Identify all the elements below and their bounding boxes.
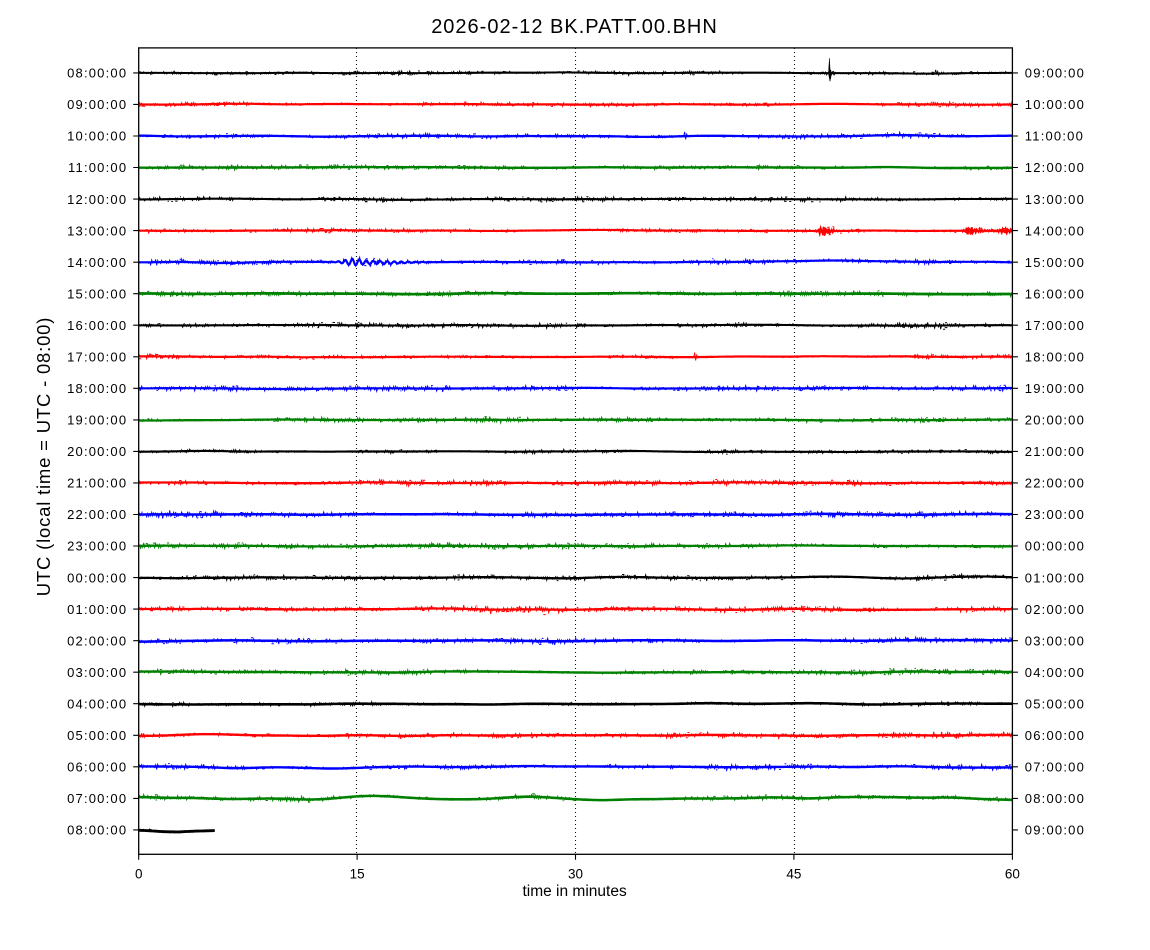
svg-text:04:00:00: 04:00:00 bbox=[67, 696, 127, 711]
svg-text:23:00:00: 23:00:00 bbox=[67, 539, 127, 554]
svg-text:00:00:00: 00:00:00 bbox=[1025, 539, 1085, 554]
svg-text:09:00:00: 09:00:00 bbox=[67, 97, 127, 112]
svg-text:23:00:00: 23:00:00 bbox=[1025, 507, 1085, 522]
svg-text:45: 45 bbox=[786, 866, 801, 881]
svg-text:18:00:00: 18:00:00 bbox=[1025, 350, 1085, 365]
svg-text:02:00:00: 02:00:00 bbox=[67, 633, 127, 648]
svg-text:21:00:00: 21:00:00 bbox=[1025, 444, 1085, 459]
svg-text:15:00:00: 15:00:00 bbox=[1025, 255, 1085, 270]
svg-text:19:00:00: 19:00:00 bbox=[1025, 381, 1085, 396]
svg-text:60: 60 bbox=[1005, 866, 1020, 881]
svg-text:03:00:00: 03:00:00 bbox=[1025, 633, 1085, 648]
svg-text:14:00:00: 14:00:00 bbox=[67, 255, 127, 270]
svg-text:14:00:00: 14:00:00 bbox=[1025, 223, 1085, 238]
svg-text:18:00:00: 18:00:00 bbox=[67, 381, 127, 396]
svg-text:UTC (local time = UTC - 08:00): UTC (local time = UTC - 08:00) bbox=[33, 317, 54, 596]
svg-text:07:00:00: 07:00:00 bbox=[67, 791, 127, 806]
svg-text:04:00:00: 04:00:00 bbox=[1025, 665, 1085, 680]
svg-text:time in minutes: time in minutes bbox=[522, 883, 626, 900]
svg-text:21:00:00: 21:00:00 bbox=[67, 476, 127, 491]
svg-text:16:00:00: 16:00:00 bbox=[67, 318, 127, 333]
svg-text:11:00:00: 11:00:00 bbox=[1025, 129, 1084, 144]
svg-text:05:00:00: 05:00:00 bbox=[1025, 696, 1085, 711]
svg-text:2026-02-12 BK.PATT.00.BHN: 2026-02-12 BK.PATT.00.BHN bbox=[431, 16, 718, 38]
svg-text:17:00:00: 17:00:00 bbox=[67, 350, 127, 365]
svg-text:15: 15 bbox=[350, 866, 365, 881]
svg-text:09:00:00: 09:00:00 bbox=[1025, 66, 1085, 81]
svg-text:00:00:00: 00:00:00 bbox=[67, 570, 127, 585]
svg-text:10:00:00: 10:00:00 bbox=[67, 129, 127, 144]
svg-text:0: 0 bbox=[135, 866, 143, 881]
svg-text:03:00:00: 03:00:00 bbox=[67, 665, 127, 680]
svg-text:08:00:00: 08:00:00 bbox=[1025, 791, 1085, 806]
svg-text:12:00:00: 12:00:00 bbox=[1025, 160, 1085, 175]
svg-text:09:00:00: 09:00:00 bbox=[1025, 823, 1085, 838]
svg-text:15:00:00: 15:00:00 bbox=[67, 286, 127, 301]
svg-text:16:00:00: 16:00:00 bbox=[1025, 286, 1085, 301]
svg-text:02:00:00: 02:00:00 bbox=[1025, 602, 1085, 617]
svg-text:05:00:00: 05:00:00 bbox=[67, 728, 127, 743]
svg-text:07:00:00: 07:00:00 bbox=[1025, 760, 1085, 775]
svg-text:08:00:00: 08:00:00 bbox=[67, 823, 127, 838]
svg-text:08:00:00: 08:00:00 bbox=[67, 66, 127, 81]
svg-text:01:00:00: 01:00:00 bbox=[67, 602, 127, 617]
svg-text:12:00:00: 12:00:00 bbox=[67, 192, 127, 207]
svg-text:20:00:00: 20:00:00 bbox=[1025, 413, 1085, 428]
svg-text:13:00:00: 13:00:00 bbox=[67, 223, 127, 238]
svg-text:22:00:00: 22:00:00 bbox=[1025, 476, 1085, 491]
svg-text:10:00:00: 10:00:00 bbox=[1025, 97, 1085, 112]
svg-text:06:00:00: 06:00:00 bbox=[1025, 728, 1085, 743]
svg-text:01:00:00: 01:00:00 bbox=[1025, 570, 1085, 585]
svg-text:20:00:00: 20:00:00 bbox=[67, 444, 127, 459]
svg-text:17:00:00: 17:00:00 bbox=[1025, 318, 1085, 333]
svg-text:22:00:00: 22:00:00 bbox=[67, 507, 127, 522]
svg-text:30: 30 bbox=[568, 866, 583, 881]
svg-text:19:00:00: 19:00:00 bbox=[67, 413, 127, 428]
svg-text:06:00:00: 06:00:00 bbox=[67, 760, 127, 775]
svg-text:11:00:00: 11:00:00 bbox=[68, 160, 127, 175]
svg-text:13:00:00: 13:00:00 bbox=[1025, 192, 1085, 207]
